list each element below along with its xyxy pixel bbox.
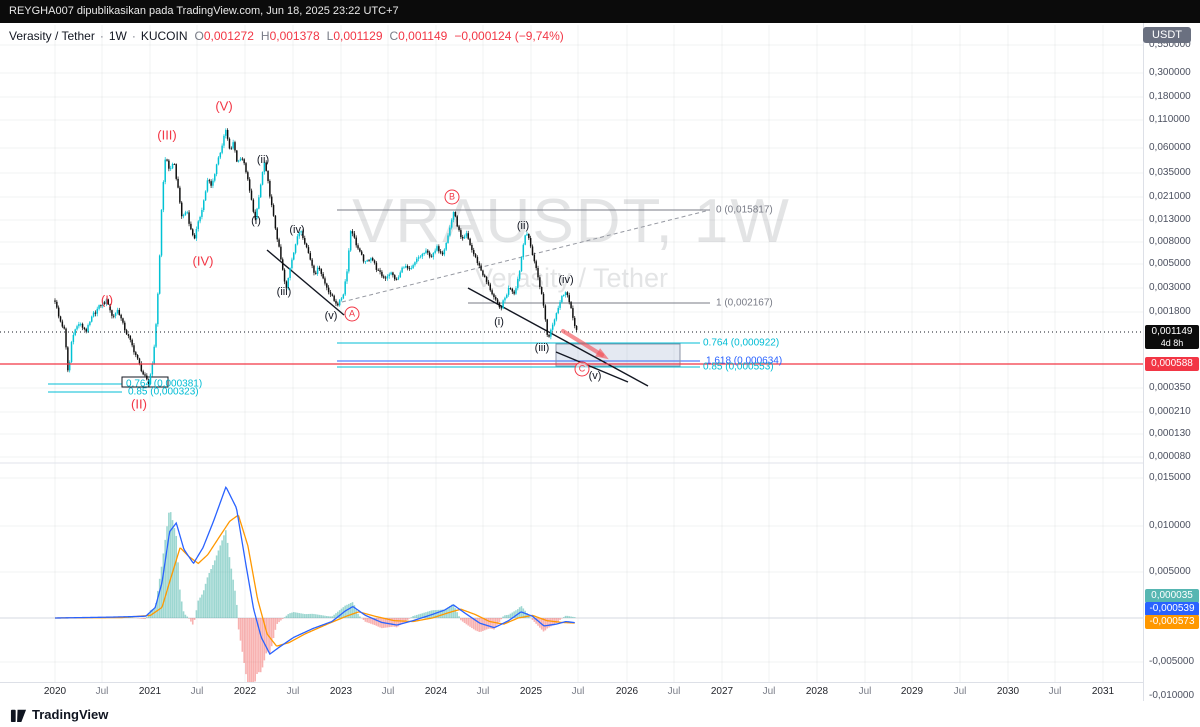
time-axis[interactable]: 2020 Jul 2021 Jul 2022 Jul 2023 Jul 2024 Jul 2025 J…: [0, 682, 1143, 701]
tradingview-logo-icon: [10, 709, 27, 722]
open-label: O: [194, 29, 204, 43]
time-scale-label: Jul: [667, 686, 681, 697]
price-scale-label: 0,110000: [1149, 114, 1190, 125]
time-scale-label: Jul: [571, 686, 585, 697]
high-value: 0,001378: [269, 29, 320, 43]
time-scale-label: Jul: [286, 686, 300, 697]
time-scale-label: 2020: [43, 686, 67, 697]
indicator-scale-label: 0,010000: [1149, 520, 1191, 531]
price-scale-label: 0,021000: [1149, 191, 1191, 202]
interval-label[interactable]: 1W: [108, 29, 127, 43]
time-scale-label: 2021: [138, 686, 162, 697]
indicator-scale-label: 0,005000: [1149, 566, 1191, 577]
time-scale-label: 2025: [519, 686, 543, 697]
time-scale-label: 2027: [710, 686, 734, 697]
price-scale-label: 0,003000: [1149, 282, 1191, 293]
time-scale-label: Jul: [762, 686, 776, 697]
time-scale-label: 2031: [1091, 686, 1115, 697]
time-scale-label: 2028: [805, 686, 829, 697]
price-scale-label: 0,000080: [1149, 451, 1191, 462]
time-scale-label: 2022: [233, 686, 257, 697]
symbol-title[interactable]: Verasity / Tether: [9, 29, 95, 43]
close-label: C: [389, 29, 399, 43]
tradingview-wordmark: TradingView: [32, 706, 109, 722]
price-scale-label: 0,300000: [1149, 67, 1191, 78]
low-value: 0,001129: [333, 29, 383, 43]
tradingview-logo[interactable]: TradingView: [10, 706, 108, 723]
separator-dot: ·: [131, 29, 136, 43]
time-scale-label: Jul: [95, 686, 109, 697]
macd-hist-badge: 0,000035: [1145, 589, 1199, 603]
time-scale-label: 2029: [900, 686, 924, 697]
price-scale-label: 0,000130: [1149, 428, 1191, 439]
time-scale-label: 2023: [329, 686, 353, 697]
price-scale-label: 0,000210: [1149, 406, 1191, 417]
current-price-badge: 0,001149 4d 8h: [1145, 325, 1199, 349]
change-value: −0,000124 (−9,74%): [454, 29, 564, 43]
close-value: 0,001149: [398, 29, 448, 43]
separator-dot: ·: [99, 29, 104, 43]
price-scale-label: 0,180000: [1149, 91, 1191, 102]
alert-price-badge: 0,000588: [1145, 357, 1199, 371]
price-scale-label: 0,550000: [1149, 39, 1191, 50]
low-label: L: [326, 29, 334, 43]
high-label: H: [260, 29, 270, 43]
symbol-info-bar: Verasity / Tether · 1W · KUCOIN O0,001272 H0,0…: [9, 29, 564, 43]
macd-line-badge: -0,000539: [1145, 602, 1199, 616]
time-scale-label: 2030: [996, 686, 1020, 697]
time-scale-label: Jul: [476, 686, 490, 697]
time-scale-label: Jul: [190, 686, 204, 697]
price-scale-label: 0,035000: [1149, 167, 1191, 178]
time-scale-label: 2024: [424, 686, 448, 697]
attribution-text: REYGHA007 dipublikasikan pada TradingVie…: [9, 5, 399, 17]
price-scale-label: 0,060000: [1149, 142, 1191, 153]
price-scale-label: 0,005000: [1149, 258, 1191, 269]
footer-bar: TradingView: [0, 701, 1200, 727]
indicator-scale-label: -0,005000: [1149, 656, 1195, 667]
macd-signal-badge: -0,000573: [1145, 615, 1199, 629]
indicator-scale-label: -0,010000: [1149, 690, 1195, 701]
attribution-bar: REYGHA007 dipublikasikan pada TradingVie…: [0, 0, 1200, 23]
price-scale-label: 0,008000: [1149, 236, 1191, 247]
time-scale-label: Jul: [953, 686, 967, 697]
price-axis[interactable]: 0,550000 0,300000 0,180000 0,110000 0,060000…: [1143, 23, 1200, 727]
open-value: 0,001272: [203, 29, 254, 43]
time-scale-label: Jul: [381, 686, 395, 697]
price-scale-label: 0,013000: [1149, 214, 1191, 225]
price-scale-label: 0,000350: [1149, 382, 1191, 393]
currency-toggle-usdt[interactable]: USDT: [1143, 27, 1191, 43]
exchange-label: KUCOIN: [140, 29, 188, 43]
time-scale-label: Jul: [858, 686, 872, 697]
indicator-scale-label: 0,015000: [1149, 472, 1191, 483]
time-scale-label: 2026: [615, 686, 639, 697]
time-scale-label: Jul: [1048, 686, 1062, 697]
price-scale-label: 0,001800: [1149, 306, 1191, 317]
